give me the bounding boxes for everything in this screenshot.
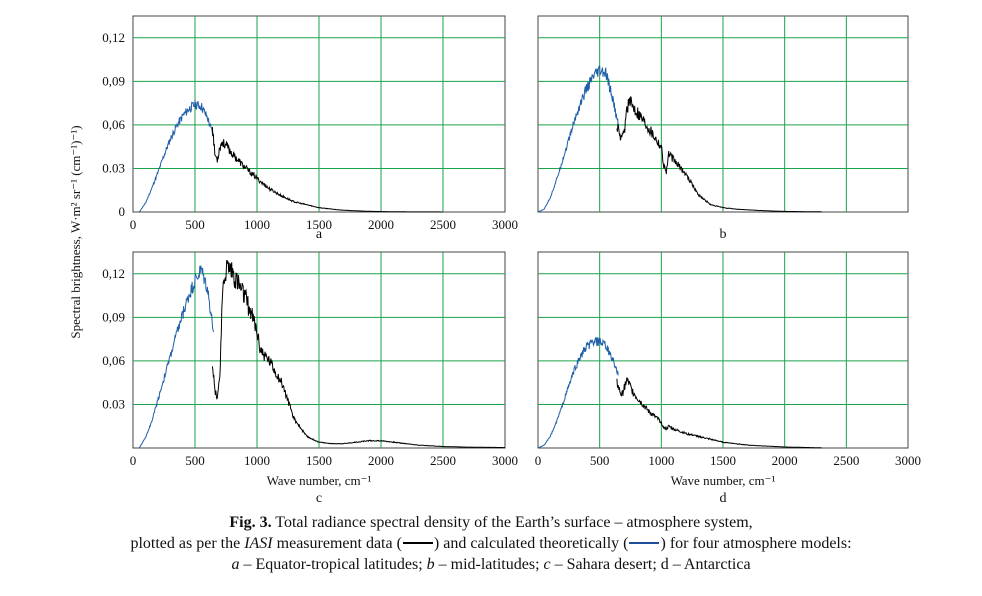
x-tick-label: 1000 <box>244 453 270 468</box>
panel-c: 0.03 0,06 0,09 0,12 0 500 1000 1500 2000 2500 3000… <box>102 251 518 506</box>
caption-fig-label: Fig. 3. <box>229 514 272 531</box>
series-measured-line <box>616 96 822 213</box>
series-calculated-line <box>138 265 215 449</box>
x-tick-label: 0 <box>130 453 137 468</box>
x-tick-label: 500 <box>590 453 610 468</box>
y-tick-label: 0,09 <box>102 309 125 324</box>
x-tick-label: 2000 <box>368 453 394 468</box>
x-tick-label: 500 <box>185 453 205 468</box>
caption-line-2-post: ) for four atmosphere models: <box>660 535 852 552</box>
x-tick-label: 2500 <box>430 453 456 468</box>
y-tick-label: 0,12 <box>102 266 125 281</box>
caption-a-text: – Equator-tropical latitudes; <box>239 556 427 573</box>
caption-b: b <box>426 556 435 573</box>
x-axis-label: Wave number, cm⁻¹ <box>671 473 776 488</box>
y-tick-label: 0,09 <box>102 73 125 88</box>
x-tick-label: 0 <box>535 453 542 468</box>
x-tick-label: 2500 <box>430 217 456 232</box>
legend-calculated-line-icon <box>629 542 660 545</box>
y-tick-label: 0.03 <box>102 396 125 411</box>
series-calculated-line <box>138 99 215 213</box>
x-tick-label: 1500 <box>306 453 332 468</box>
x-tick-label: 3000 <box>492 453 518 468</box>
x-tick-label: 1500 <box>710 453 736 468</box>
figure-caption: Fig. 3. Total radiance spectral density … <box>0 512 982 575</box>
caption-line-1-text: Total radiance spectral density of the E… <box>275 514 753 531</box>
caption-c-text: – Sahara desert; d – Antarctica <box>550 556 751 573</box>
caption-line-2-mid2: ) and calculated theoretically ( <box>433 535 629 552</box>
panel-label: d <box>720 491 727 506</box>
x-tick-label: 1500 <box>306 217 332 232</box>
y-tick-label: 0,06 <box>102 117 125 132</box>
x-tick-label: 500 <box>185 217 205 232</box>
x-tick-label: 3000 <box>895 453 921 468</box>
x-tick-label: 3000 <box>492 217 518 232</box>
x-tick-label: 2000 <box>368 217 394 232</box>
panel-label: a <box>316 227 323 242</box>
caption-line-2-mid: measurement data ( <box>272 535 402 552</box>
x-tick-label: 2500 <box>833 453 859 468</box>
caption-iasi: IASI <box>244 535 273 552</box>
series-measured-line <box>211 126 443 213</box>
x-tick-label: 0 <box>130 217 137 232</box>
caption-line-3: a – Equator-tropical latitudes; b – mid-… <box>0 554 982 575</box>
panel-a: 0 0.03 0,06 0,09 0,12 0 500 1000 1500 2000 2500 300… <box>102 15 518 242</box>
series-calculated-line <box>537 337 619 449</box>
x-tick-label: 1000 <box>648 453 674 468</box>
figure-3-panels: 0 0.03 0,06 0,09 0,12 0 500 1000 1500 2000 2500 300… <box>68 15 921 506</box>
panel-d: 0 500 1000 1500 2000 2500 3000 d <box>535 251 921 506</box>
x-tick-label: 1000 <box>244 217 270 232</box>
caption-a: a <box>231 556 240 573</box>
panel-label: c <box>316 491 322 506</box>
x-axis-label: Wave number, cm⁻¹ <box>267 473 372 488</box>
x-tick-label: 2000 <box>772 453 798 468</box>
series-measured-line <box>211 259 506 449</box>
caption-b-text: – mid-latitudes; <box>434 556 544 573</box>
caption-line-2: plotted as per the IASI measurement data… <box>0 533 982 554</box>
y-axis-label: Spectral brightness, W·m² sr⁻¹ (cm⁻¹)⁻¹) <box>68 125 83 338</box>
legend-measured-line-icon <box>402 542 433 545</box>
y-tick-label: 0,12 <box>102 30 125 45</box>
series-calculated-line <box>537 65 619 213</box>
y-tick-label: 0 <box>119 204 126 219</box>
panel-b: b <box>537 15 909 242</box>
panel-label: b <box>720 227 727 242</box>
y-tick-label: 0,06 <box>102 353 125 368</box>
y-tick-label: 0.03 <box>102 160 125 175</box>
series-measured-line <box>616 377 822 449</box>
caption-line-2-pre: plotted as per the <box>130 535 245 552</box>
caption-c: c <box>543 556 551 573</box>
caption-line-1: Fig. 3. Total radiance spectral density … <box>0 512 982 533</box>
